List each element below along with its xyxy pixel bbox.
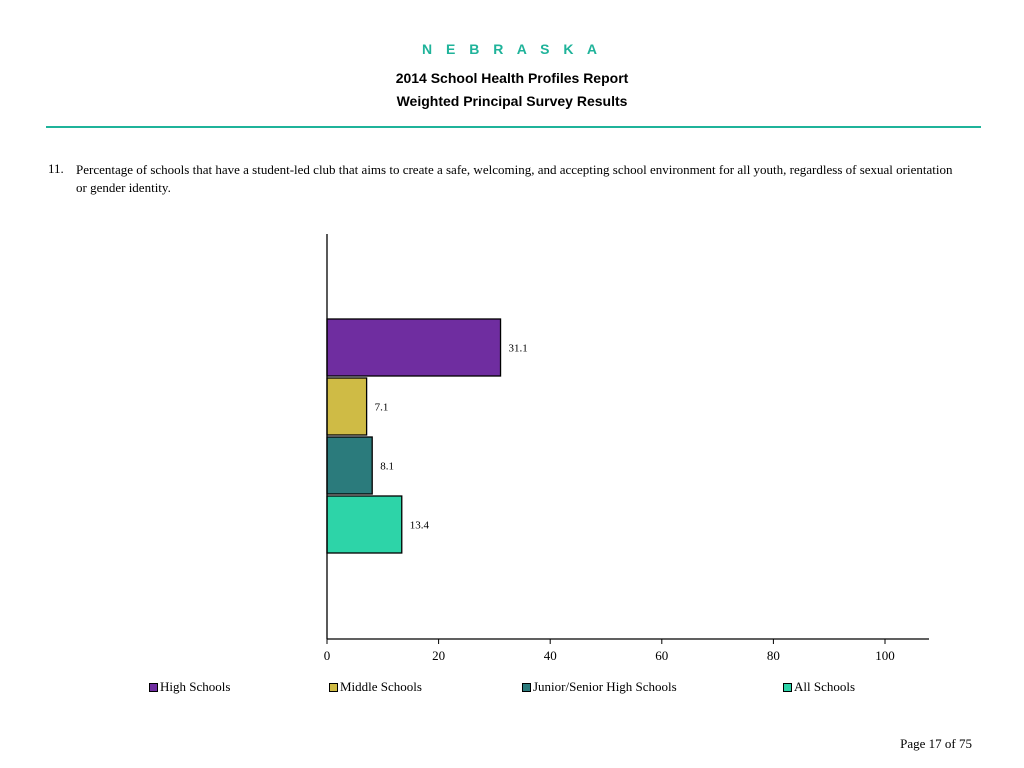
legend-swatch-2 [329,682,338,692]
bar-2 [326,377,368,436]
bar-3 [326,436,373,495]
legend-swatch-1 [149,682,158,692]
data-label-4: 13.4 [410,520,430,532]
report-subtitle: Weighted Principal Survey Results [396,93,628,109]
header-divider [46,126,981,128]
legend-item-4: All Schools [783,679,855,695]
x-tick-label-40: 40 [544,648,557,663]
legend-item-3: Junior/Senior High Schools [522,679,677,695]
x-tick-label-0: 0 [324,648,331,663]
bar-1 [326,318,502,377]
legend-label-3: Junior/Senior High Schools [533,679,677,694]
x-tick-label-60: 60 [655,648,668,663]
legend-swatch-4 [783,682,792,692]
data-label-1: 31.1 [509,343,528,355]
question-number: 11. [48,161,64,176]
legend-label-1: High Schools [160,679,231,694]
legend-item-1: High Schools [149,679,230,695]
chart-legend: High Schools Middle Schools Junior/Senior … [0,679,1024,695]
data-label-2: 7.1 [375,402,389,414]
page-number: Page 17 of 75 [900,736,972,751]
question-text: Percentage of schools that have a studen… [76,162,953,195]
legend-swatch-3 [522,682,531,692]
data-label-3: 8.1 [380,461,394,473]
x-tick-label-20: 20 [432,648,445,663]
x-tick-label-100: 100 [875,648,895,663]
legend-label-2: Middle Schools [340,679,422,694]
report-title: 2014 School Health Profiles Report [395,70,629,86]
legend-item-2: Middle Schools [329,679,422,695]
bar-4 [326,495,403,554]
state-name: N E B R A S K A [421,41,602,57]
x-tick-label-80: 80 [767,648,780,663]
legend-label-4: All Schools [794,679,856,694]
